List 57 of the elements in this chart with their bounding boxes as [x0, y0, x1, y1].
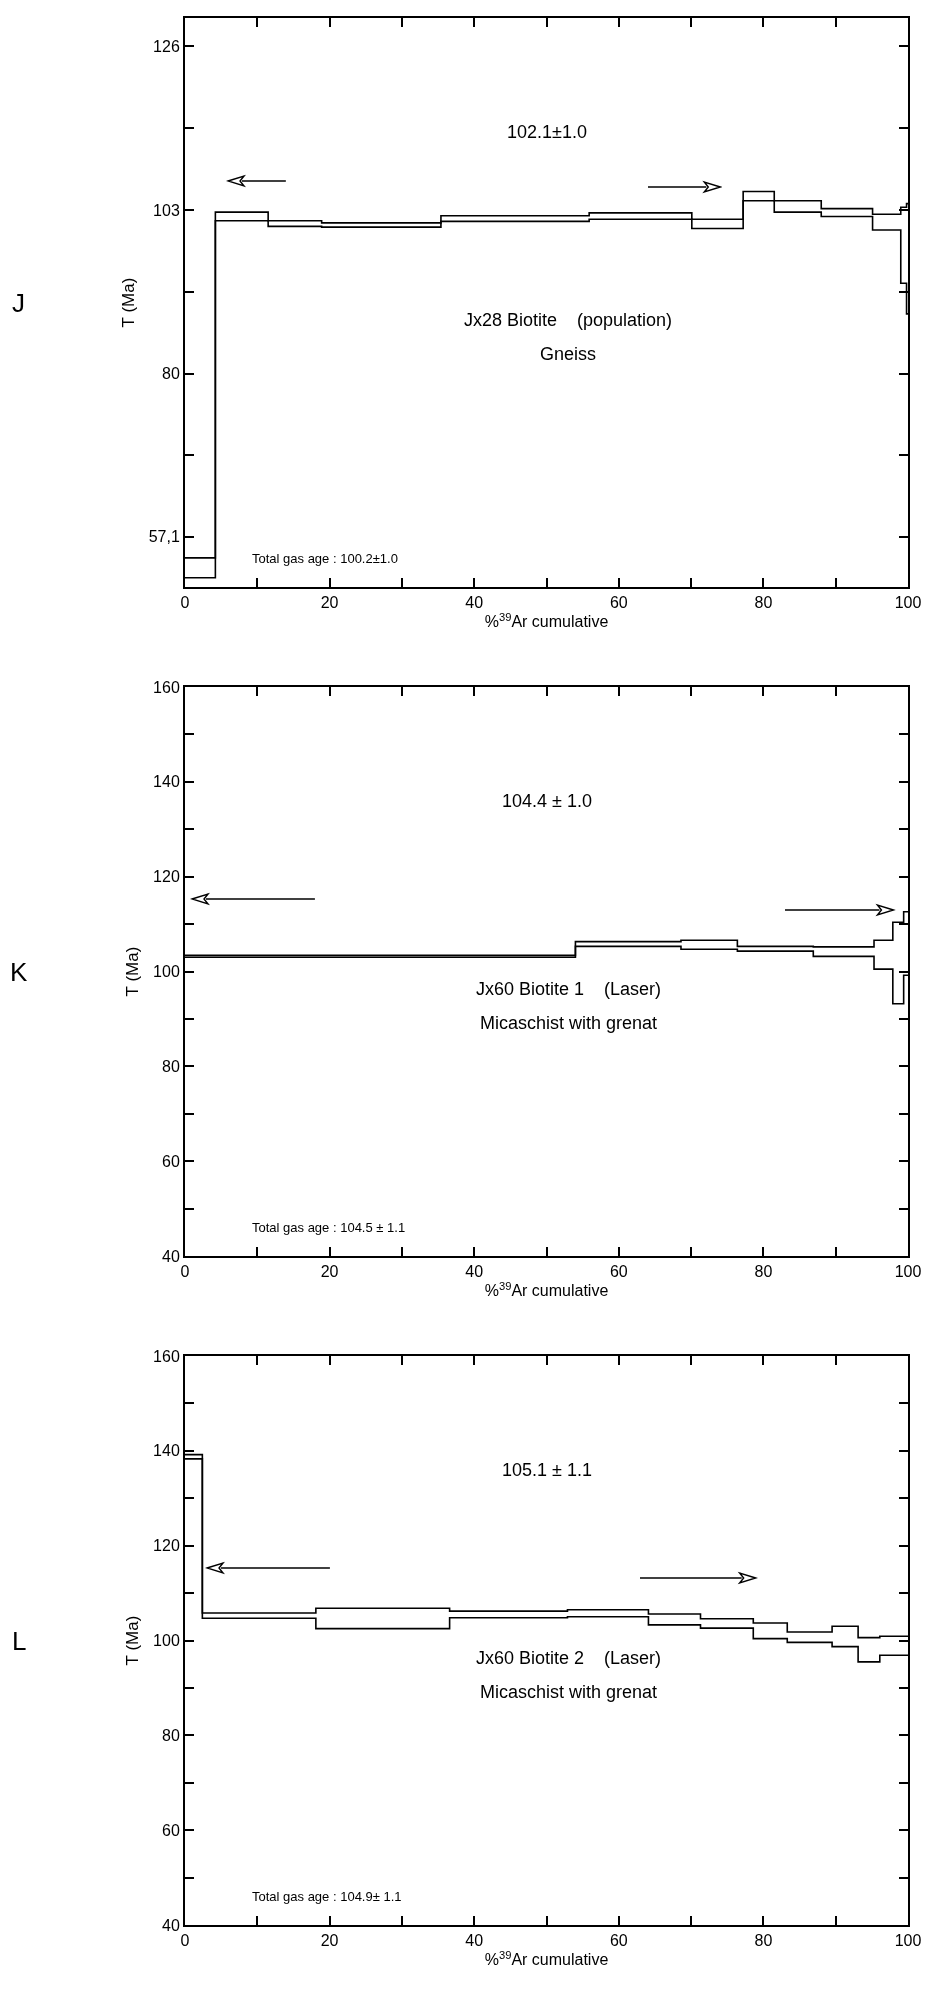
y-tick-label: 160	[153, 678, 180, 696]
y-tick-label: 160	[153, 1347, 180, 1365]
y-axis-title: T (Ma)	[123, 1615, 143, 1666]
x-axis-title: %$^{39}$Ar cumulative	[484, 1948, 609, 1969]
x-tick-label: 60	[609, 1932, 628, 1950]
y-tick-label: 80	[162, 365, 180, 383]
annotation: 102.1±1.0	[507, 122, 587, 142]
x-tick-label: 60	[609, 1263, 628, 1281]
y-tick-label: 126	[153, 38, 180, 56]
x-tick-label: 100	[894, 594, 922, 612]
y-tick-label: 140	[153, 773, 180, 791]
x-tick-label: 0	[180, 1932, 190, 1950]
y-tick-label: 60	[162, 1152, 180, 1170]
x-tick-label: 20	[320, 594, 339, 612]
x-tick-label: 60	[609, 594, 628, 612]
y-axis-title: T (Ma)	[123, 946, 143, 997]
y-tick-label: 103	[153, 201, 180, 219]
annotation: Micaschist with grenat	[480, 1013, 658, 1033]
x-tick-label: 0	[180, 1263, 190, 1281]
y-tick-label: 40	[162, 1247, 180, 1265]
y-tick-label: 40	[162, 1916, 180, 1934]
annotation: Total gas age : 104.9± 1.1	[252, 1889, 402, 1904]
x-tick-label: 40	[465, 1932, 484, 1950]
y-tick-label: 120	[153, 1537, 180, 1555]
x-tick-label: 0	[180, 594, 190, 612]
x-tick-label: 80	[754, 594, 773, 612]
x-tick-label: 80	[754, 1263, 773, 1281]
x-tick-label: 20	[320, 1932, 339, 1950]
annotation: 104.4 ± 1.0	[502, 791, 592, 811]
annotation: Jx60 Biotite 1 (Laser)	[476, 979, 662, 999]
x-tick-label: 100	[894, 1932, 922, 1950]
annotation: Jx28 Biotite (population)	[464, 310, 673, 330]
y-tick-label: 57,1	[148, 528, 180, 546]
text: L	[12, 1626, 27, 1656]
y-tick-label: 80	[162, 1726, 180, 1744]
x-axis-title: %$^{39}$Ar cumulative	[484, 610, 609, 631]
y-tick-label: 80	[162, 1057, 180, 1075]
x-tick-label: 40	[465, 1263, 484, 1281]
x-tick-label: 80	[754, 1932, 773, 1950]
y-tick-label: 60	[162, 1821, 180, 1839]
y-axis-title: T (Ma)	[118, 277, 138, 328]
x-tick-label: 20	[320, 1263, 339, 1281]
x-tick-label: 40	[465, 594, 484, 612]
text: K	[10, 957, 28, 987]
x-tick-label: 100	[894, 1263, 922, 1281]
annotation: Jx60 Biotite 2 (Laser)	[476, 1648, 662, 1668]
y-tick-label: 100	[153, 1632, 180, 1650]
y-tick-label: 140	[153, 1442, 180, 1460]
text: J	[12, 288, 25, 318]
annotation: Total gas age : 104.5 ± 1.1	[252, 1220, 406, 1235]
x-axis-title: %$^{39}$Ar cumulative	[484, 1279, 609, 1300]
y-tick-label: 100	[153, 963, 180, 981]
annotation: Micaschist with grenat	[480, 1682, 658, 1702]
annotation: Gneiss	[540, 344, 597, 364]
annotation: Total gas age : 100.2±1.0	[252, 551, 398, 566]
y-tick-label: 120	[153, 868, 180, 886]
annotation: 105.1 ± 1.1	[502, 1460, 592, 1480]
